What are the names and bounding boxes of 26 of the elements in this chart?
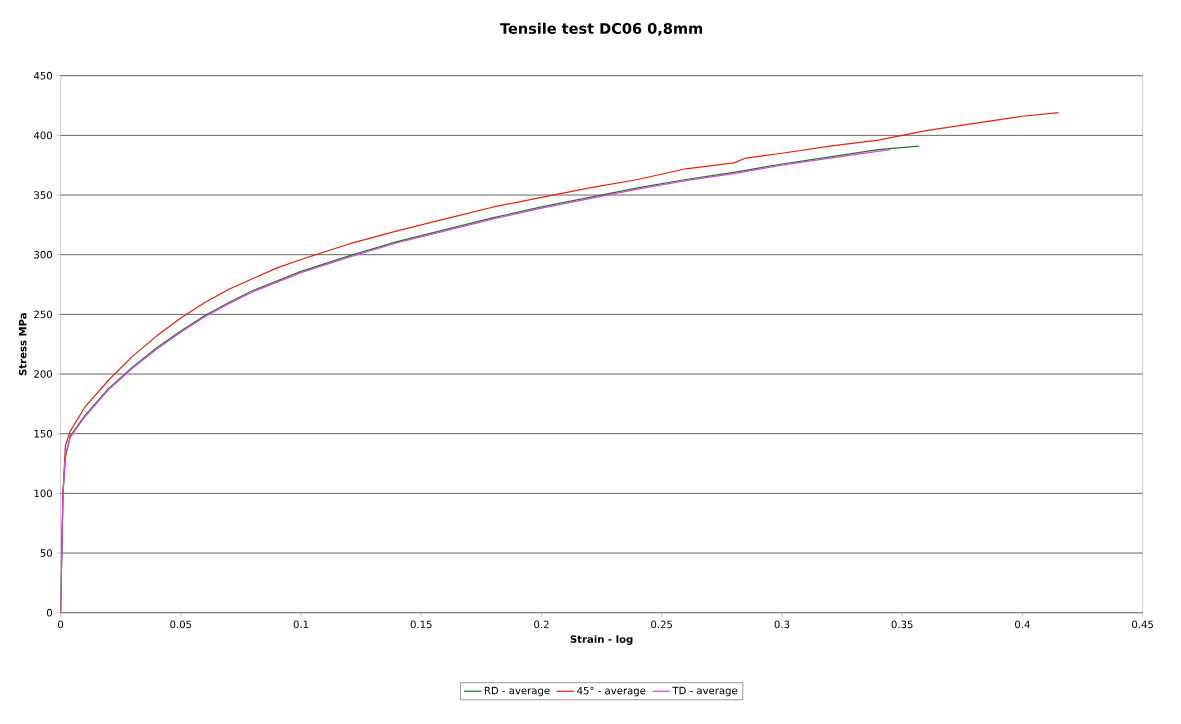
y-tick-label: 400 bbox=[33, 131, 53, 140]
y-tick-label: 450 bbox=[33, 71, 53, 80]
legend-label: RD - average bbox=[484, 686, 550, 697]
y-tick-label: 350 bbox=[34, 191, 53, 199]
y-tick-label: 200 bbox=[34, 370, 53, 378]
x-tick-label: 0.25 bbox=[651, 620, 673, 629]
y-tick-label: 0 bbox=[46, 609, 53, 617]
y-tick-label: 300 bbox=[34, 251, 53, 259]
y-tick-label: 250 bbox=[34, 310, 53, 319]
x-tick-label: 0.15 bbox=[410, 620, 432, 629]
y-tick-label: 150 bbox=[34, 430, 53, 438]
legend-label: TD - average bbox=[672, 686, 738, 697]
x-tick-label: 0.1 bbox=[293, 620, 309, 629]
x-tick-label: 0.3 bbox=[774, 620, 790, 629]
x-tick-label: 0.45 bbox=[1132, 620, 1153, 629]
x-tick-label: 0.4 bbox=[1015, 620, 1030, 629]
legend-label: 45° - average bbox=[577, 686, 646, 697]
x-axis-title: Strain - log bbox=[570, 635, 633, 646]
x-tick-label: 0 bbox=[58, 620, 64, 629]
y-tick-label: 50 bbox=[40, 549, 53, 557]
y-axis-title: Stress MPa bbox=[18, 313, 27, 376]
chart-title: Tensile test DC06 0,8mm bbox=[500, 22, 703, 36]
x-tick-label: 0.2 bbox=[534, 620, 549, 629]
x-tick-label: 0.35 bbox=[891, 620, 913, 629]
x-tick-label: 0.05 bbox=[170, 620, 192, 629]
y-tick-label: 100 bbox=[34, 489, 53, 498]
